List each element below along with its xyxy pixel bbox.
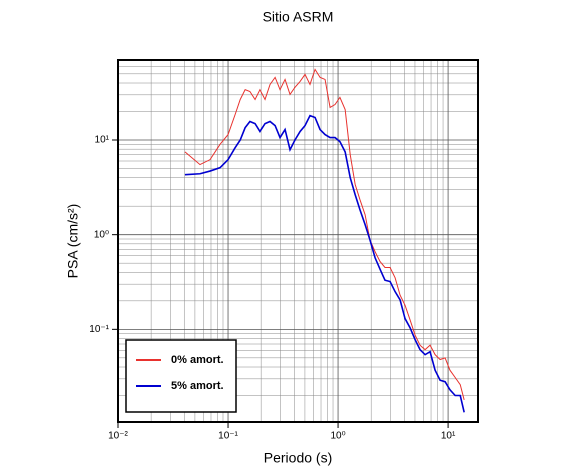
x-tick-label: 10⁻¹ xyxy=(218,431,238,442)
legend-box xyxy=(125,339,237,413)
legend-label: 5% amort. xyxy=(171,380,224,392)
x-tick-label: 10⁻² xyxy=(108,431,128,442)
series-line xyxy=(184,114,465,413)
legend-label: 0% amort. xyxy=(171,354,224,366)
chart-title: Sitio ASRM xyxy=(263,9,334,25)
x-tick-label: 10⁰ xyxy=(330,431,345,442)
y-tick-label: 10¹ xyxy=(95,135,110,146)
y-axis-label: PSA (cm/s²) xyxy=(65,204,81,279)
series-line xyxy=(184,68,465,400)
x-tick-label: 10¹ xyxy=(441,431,456,442)
plot-frame xyxy=(117,59,479,423)
x-axis-label: Periodo (s) xyxy=(264,450,332,466)
y-tick-label: 10⁻¹ xyxy=(89,324,109,335)
y-tick-label: 10⁰ xyxy=(94,229,109,240)
